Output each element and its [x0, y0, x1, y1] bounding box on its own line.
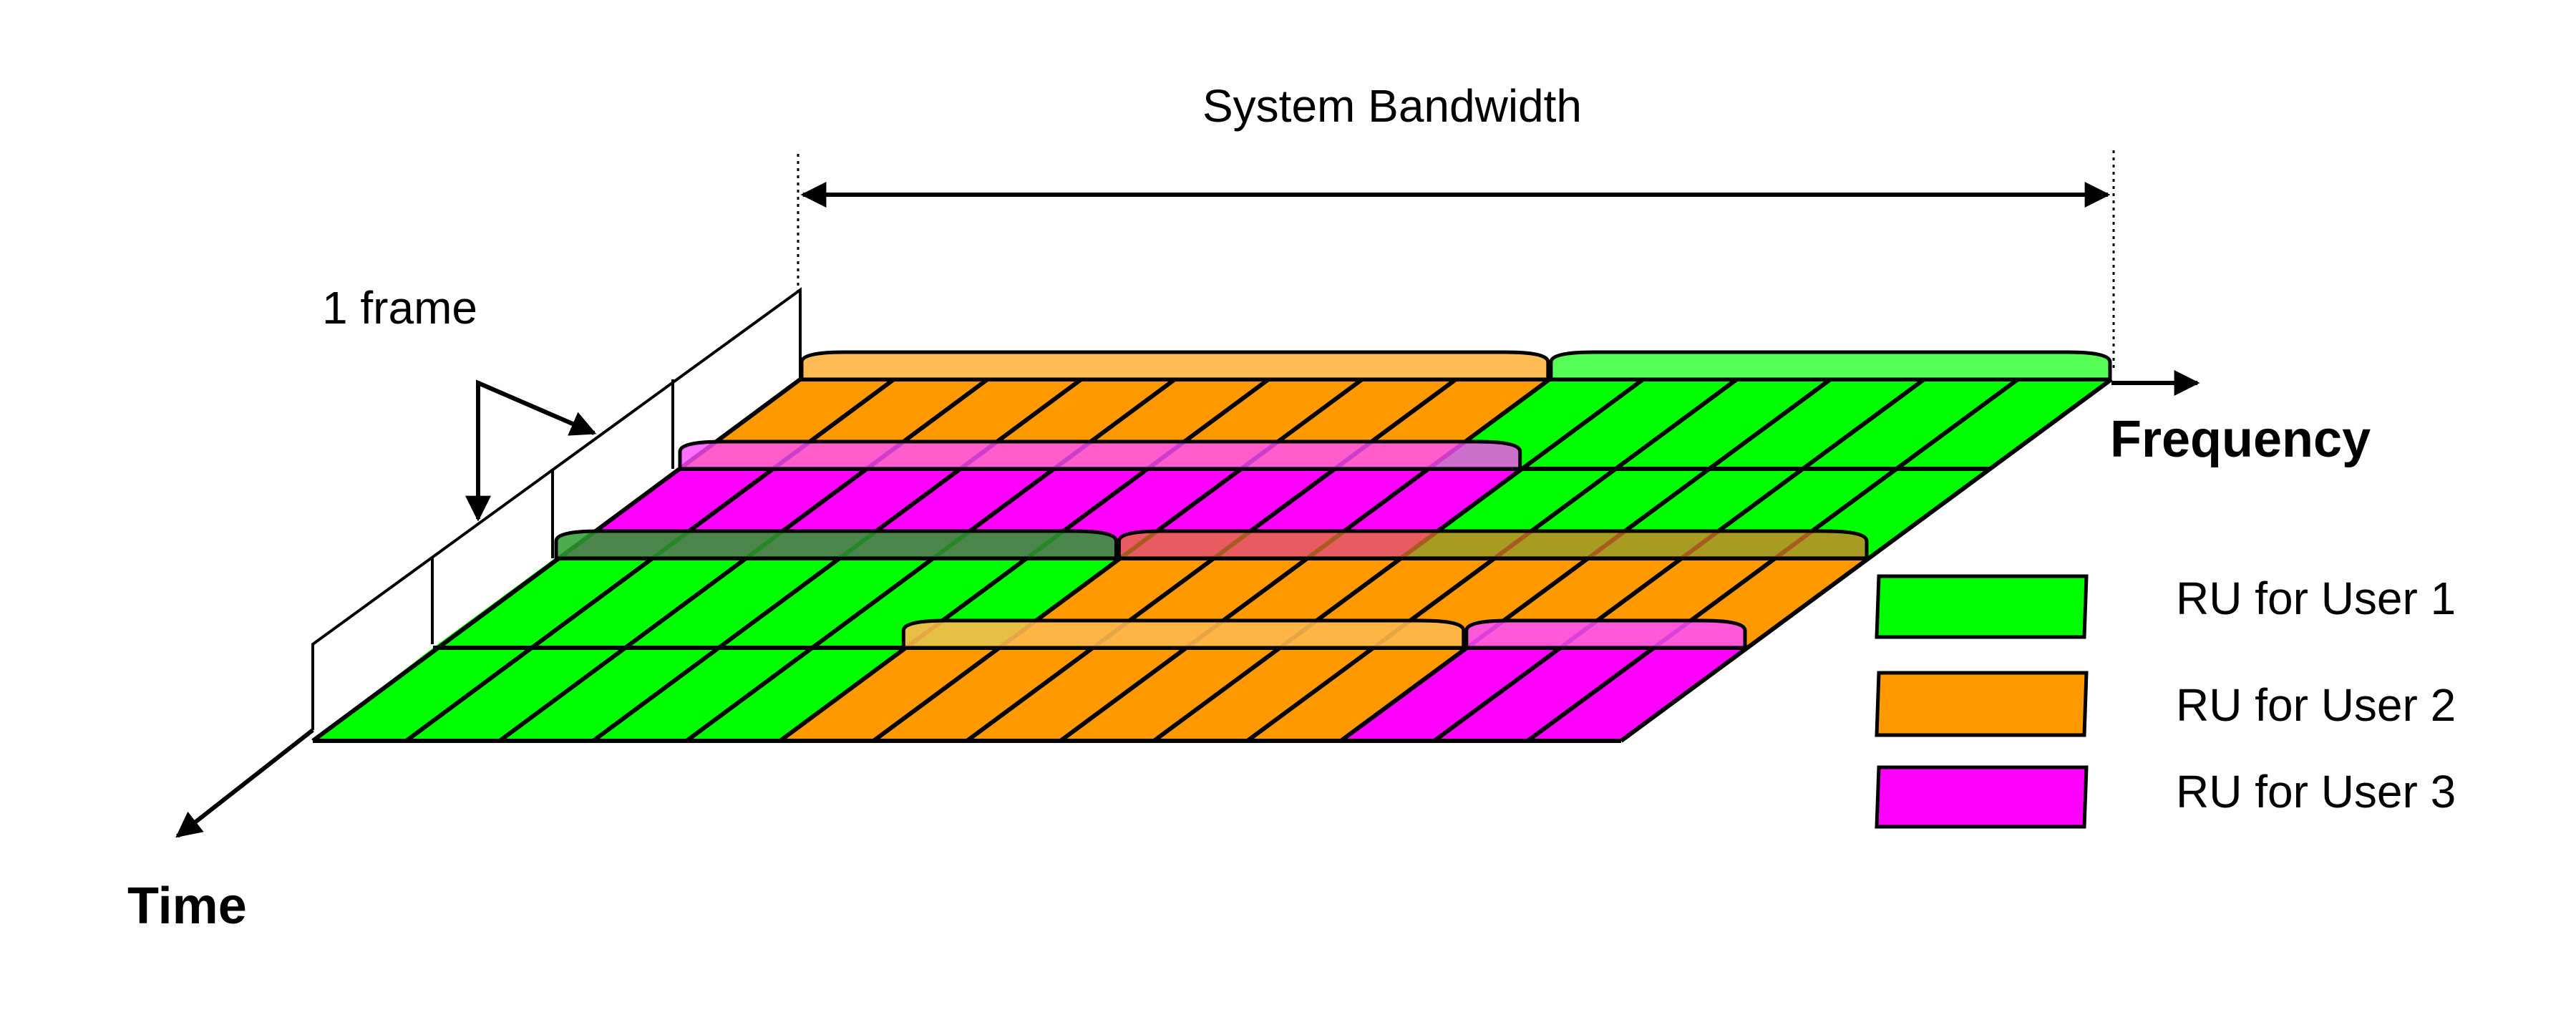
resource-unit-cell [967, 648, 1184, 741]
legend-swatch-user1 [1875, 574, 2089, 639]
allocation-dome [1117, 529, 1869, 560]
allocation-dome [1549, 350, 2112, 382]
resource-unit-cell [1434, 648, 1653, 741]
legend: RU for User 1 RU for User 2 RU for User … [1875, 573, 2456, 829]
frequency-label: Frequency [2110, 411, 2371, 468]
resource-unit-cell [1247, 648, 1465, 741]
frame-indicator-arrows [465, 379, 597, 522]
allocation-domes [554, 350, 2112, 650]
legend-item-user1: RU for User 1 [1875, 573, 2456, 639]
resource-unit-cell [406, 648, 621, 741]
allocation-dome [1464, 618, 1747, 650]
resource-unit-cell [313, 648, 528, 741]
resource-unit-cell [1896, 379, 2111, 469]
resource-unit-cell [500, 648, 715, 741]
resource-unit-cell [714, 558, 930, 648]
allocation-dome [799, 350, 1550, 382]
legend-label-user3: RU for User 3 [2176, 766, 2456, 817]
allocation-dome [901, 618, 1466, 650]
resource-unit-cell [1060, 648, 1278, 741]
resource-unit-cell [1615, 379, 1831, 469]
system-bandwidth-label: System Bandwidth [1202, 80, 1582, 132]
resource-unit-cell [1521, 379, 1737, 469]
time-label: Time [127, 878, 247, 935]
resource-unit-cell [621, 558, 837, 648]
legend-item-user2: RU for User 2 [1875, 671, 2456, 737]
resource-unit-cell [1154, 648, 1371, 741]
resource-unit-cell [1527, 648, 1746, 741]
resource-unit-cell [433, 558, 649, 648]
legend-swatch-user2 [1875, 671, 2089, 737]
resource-unit-cell [593, 648, 809, 741]
time-axis-arrow [175, 728, 314, 838]
legend-label-user2: RU for User 2 [2176, 679, 2456, 731]
frame-label: 1 frame [322, 282, 477, 334]
resource-unit-cell [1341, 648, 1559, 741]
resource-unit-cell [1709, 379, 1925, 469]
resource-unit-cell [527, 558, 743, 648]
legend-item-user3: RU for User 3 [1875, 765, 2456, 829]
allocation-dome [554, 529, 1118, 560]
legend-label-user1: RU for User 1 [2176, 573, 2456, 624]
resource-unit-cell [779, 648, 996, 741]
resource-unit-cell [873, 648, 1090, 741]
resource-unit-cell [808, 558, 1024, 648]
resource-unit-cell [1802, 379, 2018, 469]
frame-markers [311, 287, 802, 730]
resource-unit-cell [686, 648, 903, 741]
allocation-dome [678, 439, 1522, 471]
legend-swatch-user3 [1875, 765, 2089, 829]
